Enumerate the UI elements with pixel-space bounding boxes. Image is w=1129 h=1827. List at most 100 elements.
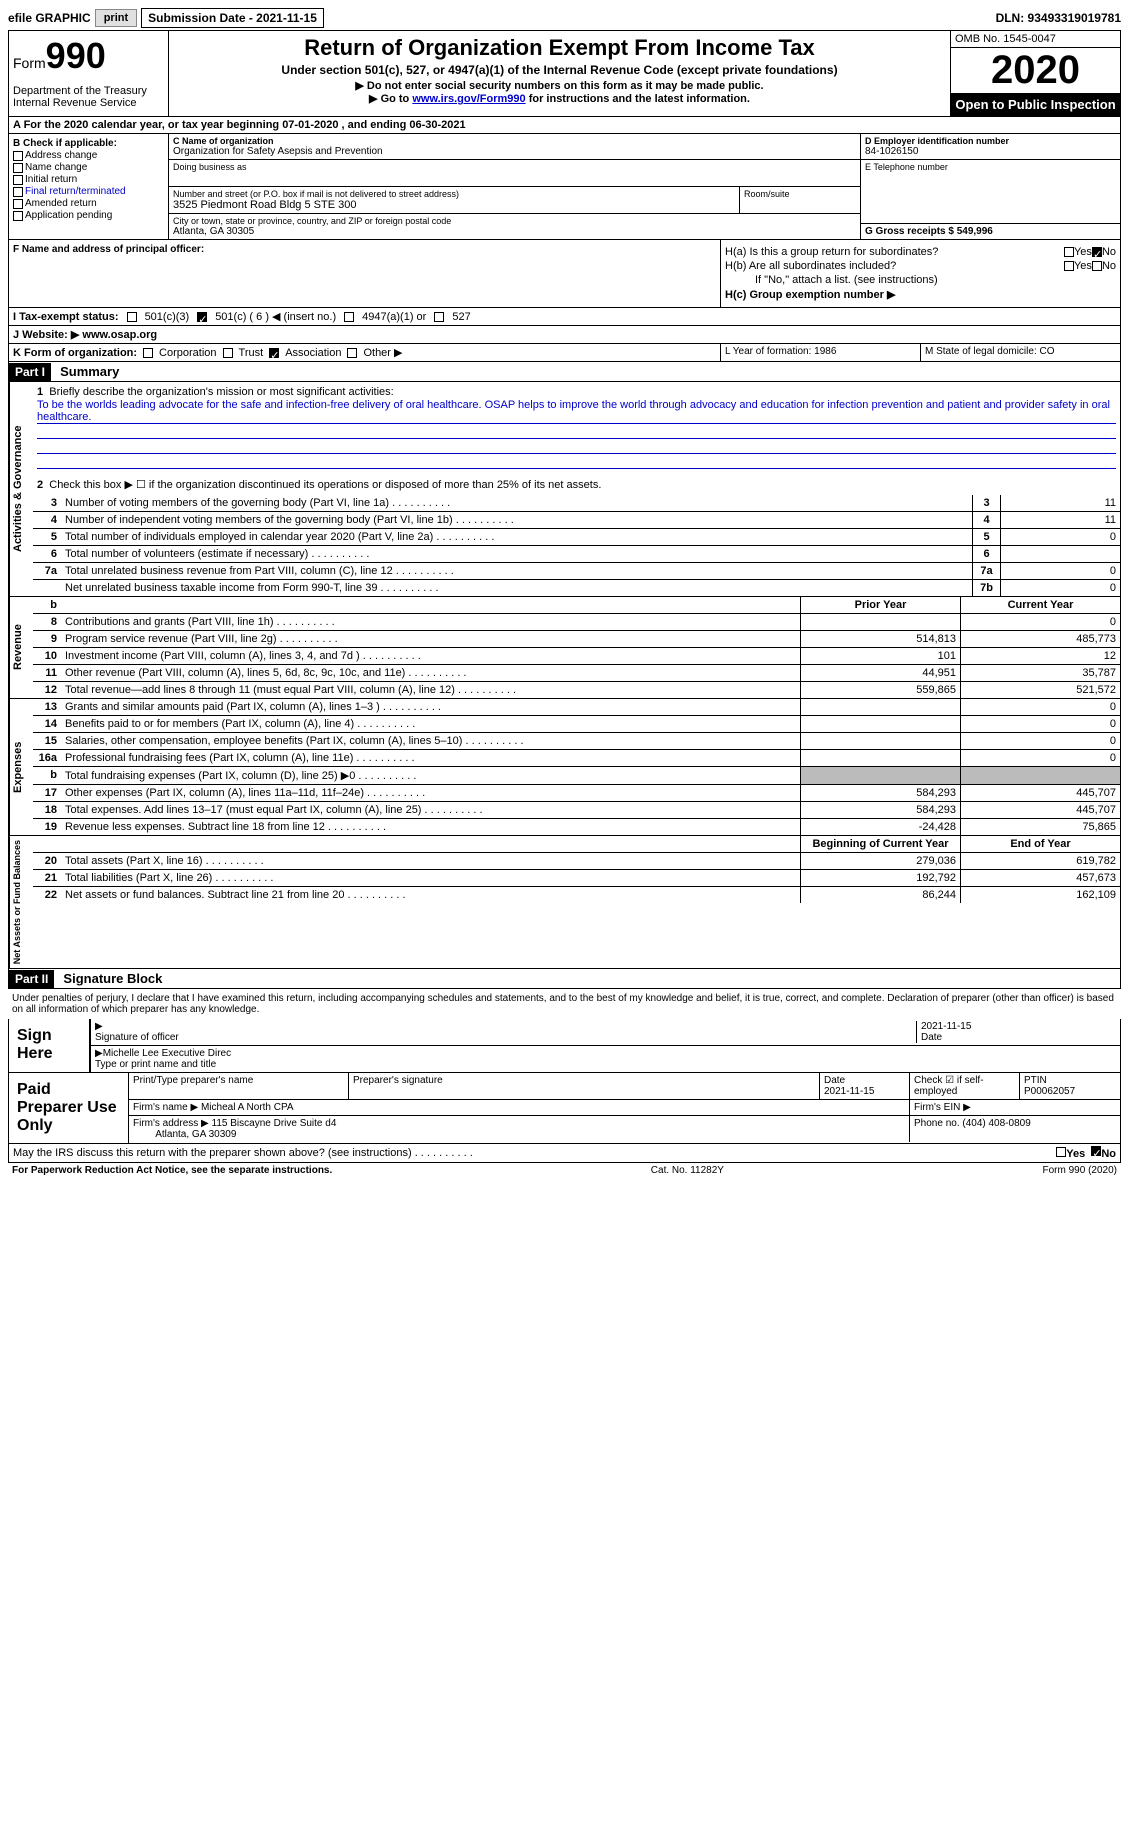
table-row: 4Number of independent voting members of… xyxy=(33,512,1120,529)
row-fh: F Name and address of principal officer:… xyxy=(8,240,1121,308)
chk-name-change[interactable]: Name change xyxy=(13,162,164,173)
signature-declaration: Under penalties of perjury, I declare th… xyxy=(8,989,1121,1019)
row-i: I Tax-exempt status: 501(c)(3) ✓501(c) (… xyxy=(8,308,1121,326)
prep-row3: Firm's address ▶ 115 Biscayne Drive Suit… xyxy=(129,1116,1120,1142)
checkbox-icon[interactable] xyxy=(1056,1147,1066,1157)
mission-block: 1 Briefly describe the organization's mi… xyxy=(33,382,1120,474)
sig-name-row: ▶Michelle Lee Executive DirecType or pri… xyxy=(91,1046,1120,1072)
table-row: 9Program service revenue (Part VIII, lin… xyxy=(33,631,1120,648)
checkbox-icon[interactable] xyxy=(1064,261,1074,271)
chk-application-pending[interactable]: Application pending xyxy=(13,210,164,221)
dba-row: Doing business as xyxy=(169,160,860,187)
header-right-box: OMB No. 1545-0047 2020 Open to Public In… xyxy=(950,31,1120,116)
org-name-row: C Name of organization Organization for … xyxy=(169,134,860,160)
table-row: 22Net assets or fund balances. Subtract … xyxy=(33,887,1120,903)
addr-row: Number and street (or P.O. box if mail i… xyxy=(169,187,860,214)
city-row: City or town, state or province, country… xyxy=(169,214,860,239)
footer-mid: Cat. No. 11282Y xyxy=(332,1165,1042,1176)
row-j: J Website: ▶ www.osap.org xyxy=(8,326,1121,344)
checkbox-icon[interactable] xyxy=(1092,261,1102,271)
form-subtitle: Under section 501(c), 527, or 4947(a)(1)… xyxy=(173,63,946,77)
footer-right: Form 990 (2020) xyxy=(1043,1165,1117,1176)
sig-officer-row: ▶Signature of officer 2021-11-15Date xyxy=(91,1019,1120,1046)
checkbox-icon[interactable] xyxy=(344,312,354,322)
part1-header-row: Part I Summary xyxy=(8,362,1121,382)
table-row: 15Salaries, other compensation, employee… xyxy=(33,733,1120,750)
checkbox-icon xyxy=(13,211,23,221)
h-b-row: H(b) Are all subordinates included? Yes … xyxy=(725,260,1116,272)
sign-here-label: Sign Here xyxy=(9,1019,89,1072)
box-c: C Name of organization Organization for … xyxy=(169,134,860,239)
instr-link: ▶ Go to www.irs.gov/Form990 for instruct… xyxy=(173,92,946,105)
chk-amended-return[interactable]: Amended return xyxy=(13,198,164,209)
public-inspection: Open to Public Inspection xyxy=(951,93,1120,116)
period-row: A For the 2020 calendar year, or tax yea… xyxy=(8,117,1121,134)
checkbox-icon[interactable] xyxy=(223,348,233,358)
table-row: 3Number of voting members of the governi… xyxy=(33,495,1120,512)
net-header-row: Beginning of Current Year End of Year xyxy=(33,836,1120,853)
sign-here-block: Sign Here ▶Signature of officer 2021-11-… xyxy=(8,1019,1121,1073)
checkbox-icon[interactable] xyxy=(143,348,153,358)
table-row: 10Investment income (Part VIII, column (… xyxy=(33,648,1120,665)
table-row: 18Total expenses. Add lines 13–17 (must … xyxy=(33,802,1120,819)
h-c-row: H(c) Group exemption number ▶ xyxy=(725,288,1116,301)
checkbox-icon[interactable] xyxy=(1064,247,1074,257)
table-row: 19Revenue less expenses. Subtract line 1… xyxy=(33,819,1120,835)
table-row: 11Other revenue (Part VIII, column (A), … xyxy=(33,665,1120,682)
checkbox-icon xyxy=(13,151,23,161)
part1-badge: Part I xyxy=(9,363,51,381)
tab-netassets: Net Assets or Fund Balances xyxy=(9,836,33,968)
table-row: 6Total number of volunteers (estimate if… xyxy=(33,546,1120,563)
tab-revenue: Revenue xyxy=(9,597,33,698)
box-b: B Check if applicable: Address change Na… xyxy=(9,134,169,239)
col-k: K Form of organization: Corporation Trus… xyxy=(9,344,720,361)
mission-text: To be the worlds leading advocate for th… xyxy=(37,399,1116,424)
dln: DLN: 93493319019781 xyxy=(996,11,1121,25)
checkbox-icon[interactable] xyxy=(434,312,444,322)
form-id-box: Form990 Department of the Treasury Inter… xyxy=(9,31,169,116)
part2-badge: Part II xyxy=(9,970,54,988)
part1-title: Summary xyxy=(54,362,125,381)
box-d: D Employer identification number 84-1026… xyxy=(860,134,1120,239)
table-row: 13Grants and similar amounts paid (Part … xyxy=(33,699,1120,716)
chk-final-return[interactable]: Final return/terminated xyxy=(13,186,164,197)
table-row: bTotal fundraising expenses (Part IX, co… xyxy=(33,767,1120,785)
form-title: Return of Organization Exempt From Incom… xyxy=(173,35,946,61)
chk-address-change[interactable]: Address change xyxy=(13,150,164,161)
part1-governance: Activities & Governance 1 Briefly descri… xyxy=(8,382,1121,597)
topbar: efile GRAPHIC print Submission Date - 20… xyxy=(8,8,1121,28)
form-word: Form xyxy=(13,55,46,71)
h-a-row: H(a) Is this a group return for subordin… xyxy=(725,246,1116,258)
ein-value: 84-1026150 xyxy=(865,146,1116,157)
checkbox-icon[interactable] xyxy=(347,348,357,358)
checkbox-checked-icon[interactable]: ✓ xyxy=(197,312,207,322)
prep-row2: Firm's name ▶ Micheal A North CPA Firm's… xyxy=(129,1100,1120,1116)
org-address: 3525 Piedmont Road Bldg 5 STE 300 xyxy=(173,199,735,211)
col-m: M State of legal domicile: CO xyxy=(920,344,1120,361)
part1-netassets: Net Assets or Fund Balances Beginning of… xyxy=(8,836,1121,969)
checkbox-icon[interactable] xyxy=(127,312,137,322)
tab-governance: Activities & Governance xyxy=(9,382,33,596)
ein-row: D Employer identification number 84-1026… xyxy=(861,134,1120,160)
chk-initial-return[interactable]: Initial return xyxy=(13,174,164,185)
table-row: 14Benefits paid to or for members (Part … xyxy=(33,716,1120,733)
col-l: L Year of formation: 1986 xyxy=(720,344,920,361)
checkbox-checked-icon[interactable]: ✓ xyxy=(269,348,279,358)
checkbox-checked-icon[interactable]: ✓ xyxy=(1091,1146,1101,1156)
irs-link[interactable]: www.irs.gov/Form990 xyxy=(412,93,525,105)
header-title-box: Return of Organization Exempt From Incom… xyxy=(169,31,950,116)
instr-ssn: ▶ Do not enter social security numbers o… xyxy=(173,79,946,92)
phone-row: E Telephone number xyxy=(861,160,1120,224)
part1-revenue: Revenue b Prior Year Current Year 8Contr… xyxy=(8,597,1121,699)
part2-header-row: Part II Signature Block xyxy=(8,969,1121,989)
dept-label: Department of the Treasury Internal Reve… xyxy=(13,85,164,109)
print-button[interactable]: print xyxy=(95,9,137,27)
table-row: 20Total assets (Part X, line 16)279,0366… xyxy=(33,853,1120,870)
box-f: F Name and address of principal officer: xyxy=(9,240,720,307)
checkbox-icon xyxy=(13,163,23,173)
table-row: 5Total number of individuals employed in… xyxy=(33,529,1120,546)
checkbox-icon xyxy=(13,187,23,197)
box-h: H(a) Is this a group return for subordin… xyxy=(720,240,1120,307)
tax-year: 2020 xyxy=(951,48,1120,93)
checkbox-checked-icon[interactable]: ✓ xyxy=(1092,247,1102,257)
